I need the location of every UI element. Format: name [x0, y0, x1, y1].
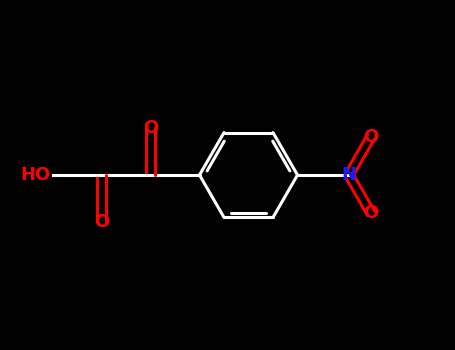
- Text: O: O: [364, 204, 379, 222]
- Text: N: N: [341, 166, 356, 184]
- Text: HO: HO: [20, 166, 51, 184]
- Text: O: O: [364, 128, 379, 146]
- Text: O: O: [94, 212, 109, 231]
- Text: O: O: [143, 119, 158, 138]
